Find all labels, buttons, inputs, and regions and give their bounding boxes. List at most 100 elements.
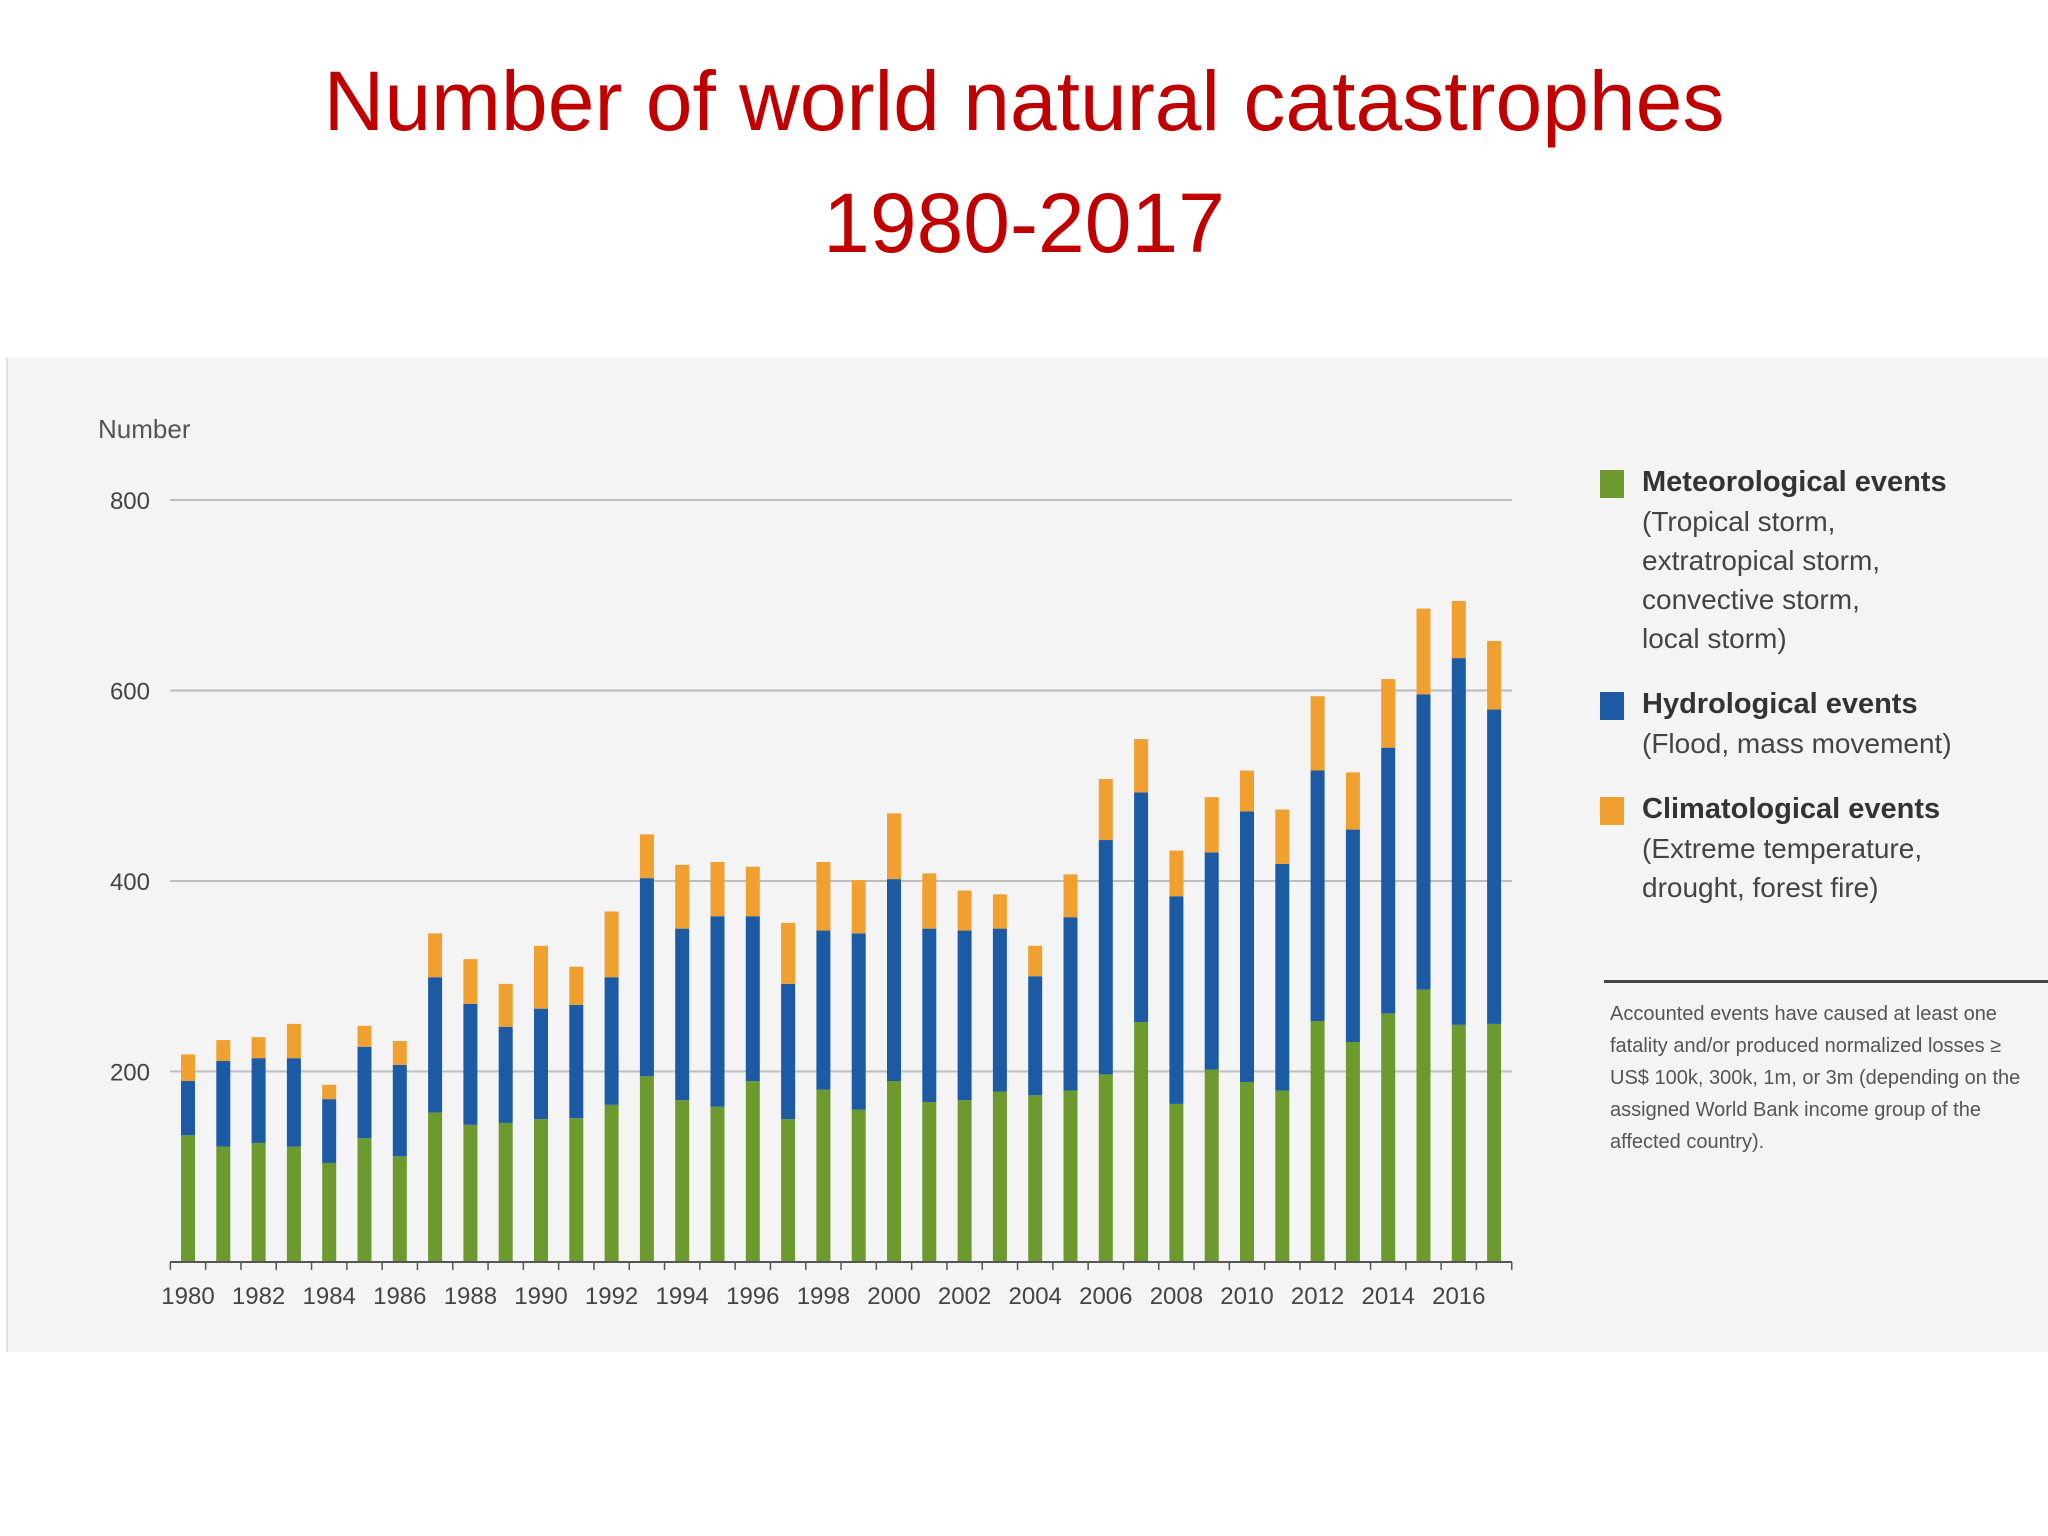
bar-segment <box>251 1037 266 1059</box>
x-tick-label: 1988 <box>444 1283 497 1310</box>
x-tick-label: 2010 <box>1220 1283 1273 1310</box>
bar-segment <box>463 1124 478 1262</box>
legend-label-climatological: Climatological events <box>1642 793 1941 825</box>
bar-segment <box>639 878 654 1077</box>
bar-segment <box>498 983 513 1027</box>
bar-segment <box>322 1084 337 1100</box>
bar-segment <box>357 1138 372 1262</box>
bar-segment <box>604 977 619 1105</box>
bar-segment <box>392 1156 407 1262</box>
bar-segment <box>251 1142 266 1262</box>
bar-segment <box>1310 696 1325 771</box>
bar-segment <box>1240 770 1254 812</box>
legend-label-hydrological: Hydrological events <box>1642 688 1918 720</box>
bar-segment <box>1416 608 1431 695</box>
bar-segment <box>992 1091 1007 1262</box>
bar-segment <box>639 834 654 879</box>
bar-segment <box>1487 640 1502 710</box>
bar-segment <box>216 1146 231 1262</box>
x-tick-label: 2006 <box>1079 1283 1132 1310</box>
bar-segment <box>1134 792 1149 1022</box>
bar-segment <box>1204 1069 1219 1262</box>
legend-item-meteorological: Meteorological events (Tropical storm, e… <box>1600 462 2040 658</box>
bar-segment <box>1063 874 1078 918</box>
bar-segment <box>392 1041 407 1065</box>
bar-segment <box>710 861 725 917</box>
y-tick-label: 200 <box>110 1060 150 1087</box>
bar-segment <box>1345 772 1360 830</box>
bar-segment <box>639 1076 654 1262</box>
x-tick-label: 2004 <box>1009 1283 1062 1310</box>
bar-segment <box>922 1101 937 1262</box>
bar-segment <box>992 894 1007 929</box>
bar-segment <box>286 1146 301 1262</box>
bar-segment <box>1169 850 1184 897</box>
bar-segment <box>181 1135 195 1262</box>
legend-label-meteorological: Meteorological events <box>1642 466 1947 498</box>
bar-segment <box>781 1119 796 1262</box>
bar-segment <box>675 928 690 1101</box>
legend-desc-line: local storm) <box>1642 623 1787 654</box>
bar-segment <box>569 966 584 1005</box>
bar-segment <box>1240 1081 1254 1262</box>
bar-segment <box>1381 679 1396 748</box>
bar-segment <box>675 864 690 929</box>
bar-segment <box>1204 852 1219 1070</box>
legend-swatch-climatological <box>1600 797 1624 825</box>
title-line-2: 1980-2017 <box>823 176 1225 270</box>
legend-desc-line: convective storm, <box>1642 584 1860 615</box>
bar-segment <box>1028 1095 1043 1262</box>
bar-segment <box>1098 779 1113 841</box>
bar-segment <box>887 813 901 880</box>
bar-segment <box>534 945 548 1009</box>
bar-segment <box>745 916 760 1082</box>
legend-swatch-hydrological <box>1600 692 1624 720</box>
bar-segment <box>181 1054 195 1082</box>
bar-segment <box>357 1046 372 1139</box>
bar-segment <box>1134 739 1149 793</box>
bar-segment <box>675 1100 690 1262</box>
x-tick-label: 1998 <box>797 1283 850 1310</box>
bar-segment <box>957 890 972 931</box>
legend: Meteorological events (Tropical storm, e… <box>1600 462 2040 933</box>
bar-segment <box>922 928 937 1102</box>
bar-segment <box>1028 945 1043 977</box>
bar-segment <box>498 1026 513 1123</box>
bar-segment <box>216 1061 231 1147</box>
bar-segment <box>1063 1090 1078 1262</box>
bar-segment <box>251 1058 266 1143</box>
legend-desc-line: (Flood, mass movement) <box>1642 728 1952 759</box>
y-tick-label: 800 <box>110 488 150 515</box>
bar-segment <box>569 1118 584 1262</box>
bar-segment <box>1310 770 1325 1022</box>
legend-desc-hydrological: (Flood, mass movement) <box>1642 724 2040 763</box>
bar-segment <box>322 1099 337 1163</box>
x-tick-label: 2016 <box>1432 1283 1485 1310</box>
bar-segment <box>286 1023 301 1059</box>
bar-segment <box>1275 1090 1290 1262</box>
bar-segment <box>181 1081 195 1136</box>
legend-swatch-meteorological <box>1600 470 1624 498</box>
bar-segment <box>957 1100 972 1262</box>
bar-segment <box>534 1119 548 1262</box>
legend-desc-line: extratropical storm, <box>1642 545 1881 576</box>
legend-desc-climatological: (Extreme temperature, drought, forest fi… <box>1642 829 2040 907</box>
bar-segment <box>781 922 796 984</box>
bar-segment <box>1487 1023 1502 1262</box>
bar-segment <box>1345 829 1360 1042</box>
bar-segment <box>1275 809 1290 864</box>
chart-panel <box>8 358 2048 1352</box>
x-tick-label: 2012 <box>1291 1283 1344 1310</box>
bar-segment <box>816 1089 831 1262</box>
bar-segment <box>392 1064 407 1157</box>
legend-desc-line: drought, forest fire) <box>1642 872 1879 903</box>
bar-segment <box>816 861 831 931</box>
bar-segment <box>1451 600 1466 659</box>
bar-segment <box>1169 1103 1184 1262</box>
bar-segment <box>604 911 619 978</box>
bar-segment <box>1451 658 1466 1025</box>
bar-segment <box>216 1040 231 1062</box>
bar-segment <box>428 933 443 978</box>
x-tick-label: 2008 <box>1150 1283 1203 1310</box>
bar-segment <box>1169 896 1184 1104</box>
